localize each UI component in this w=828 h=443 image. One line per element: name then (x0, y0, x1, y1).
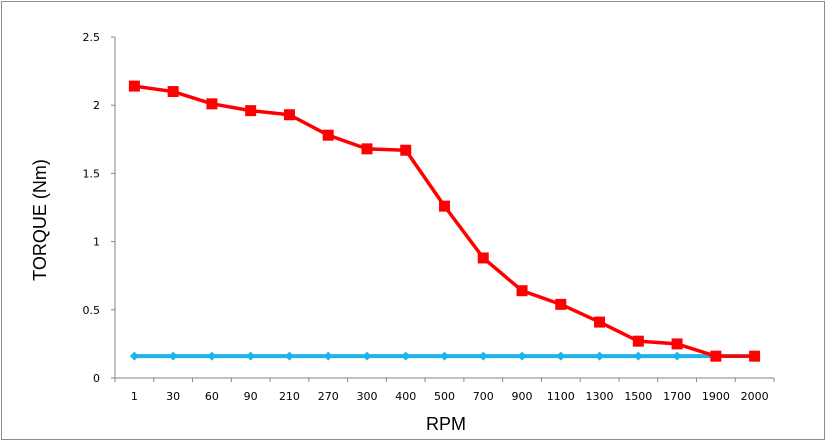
x-tick-label: 2000 (741, 390, 769, 403)
data-point-diamond (401, 351, 411, 361)
x-tick-label: 400 (395, 390, 416, 403)
x-tick-label: 500 (434, 390, 455, 403)
data-point-diamond (323, 351, 333, 361)
data-point-square (167, 86, 179, 98)
x-tick-label: 90 (244, 390, 258, 403)
data-point-diamond (246, 351, 256, 361)
x-tick-label: 30 (166, 390, 180, 403)
x-tick-label: 1500 (624, 390, 652, 403)
data-point-square (749, 350, 761, 362)
y-tick-label: 1 (93, 236, 100, 249)
data-point-square (400, 144, 412, 156)
x-tick-label: 1100 (547, 390, 575, 403)
data-point-square (516, 285, 528, 297)
data-point-square (632, 335, 644, 347)
data-point-square (322, 129, 334, 141)
data-point-square (555, 298, 567, 310)
data-point-square (439, 200, 450, 212)
ticks: 0 0.5 1 1.5 2 2.5 1 30 60 90 210 270 300 400 500 700 900… (83, 31, 775, 403)
data-point-square (477, 252, 489, 264)
data-point-square (594, 316, 606, 328)
data-point-diamond (556, 351, 566, 361)
x-tick-label: 700 (473, 390, 494, 403)
data-point-square (283, 109, 295, 121)
x-tick-label: 1700 (663, 390, 691, 403)
y-tick-label: 2.5 (83, 31, 101, 44)
axes (114, 37, 774, 379)
y-tick-label: 0 (93, 372, 100, 385)
data-point-diamond (517, 351, 527, 361)
y-tick-label: 2 (93, 99, 100, 112)
y-tick-label: 0.5 (83, 304, 101, 317)
data-point-diamond (633, 351, 643, 361)
data-point-square (206, 98, 218, 110)
data-point-diamond (284, 351, 294, 361)
x-tick-label: 300 (356, 390, 377, 403)
data-point-diamond (672, 351, 682, 361)
data-point-diamond (478, 351, 488, 361)
data-point-square (245, 105, 257, 117)
x-tick-label: 60 (205, 390, 219, 403)
y-axis-title: TORQUE (Nm) (30, 159, 50, 281)
x-tick-label: 900 (512, 390, 533, 403)
data-point-square (710, 350, 722, 362)
x-axis-title: RPM (426, 414, 466, 434)
x-tick-label: 1 (131, 390, 138, 403)
x-tick-label: 1900 (702, 390, 730, 403)
data-point-square (671, 338, 683, 350)
data-point-square (128, 80, 140, 92)
y-tick-label: 1.5 (83, 167, 101, 180)
data-point-diamond (129, 351, 139, 361)
x-tick-label: 210 (279, 390, 300, 403)
x-tick-label: 1300 (586, 390, 614, 403)
data-point-square (361, 143, 373, 155)
data-point-diamond (207, 351, 217, 361)
series-line (134, 84, 755, 358)
data-point-diamond (595, 351, 605, 361)
data-point-diamond (440, 351, 449, 361)
series-layer (128, 80, 761, 362)
data-point-diamond (362, 351, 372, 361)
data-point-diamond (168, 351, 178, 361)
x-tick-label: 270 (318, 390, 339, 403)
